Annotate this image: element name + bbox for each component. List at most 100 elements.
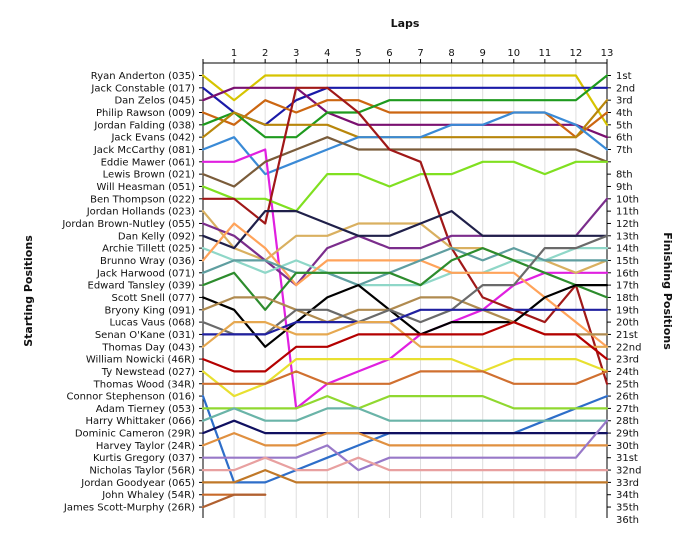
finishing-position-label: 1st [616, 71, 632, 82]
x-tick-label: 9 [480, 48, 486, 59]
finishing-position-label: 33rd [616, 478, 639, 489]
finishing-position-label: 28th [616, 416, 639, 427]
starting-position-label: Will Heasman (051) [97, 182, 196, 193]
series-line-28 [201, 395, 609, 410]
starting-position-label: Ty Newstead (027) [101, 367, 195, 378]
starting-position-label: Thomas Day (043) [101, 342, 195, 353]
starting-position-label: Philip Rawson (009) [96, 108, 195, 119]
finishing-position-label: 23rd [616, 355, 639, 366]
grid-lines [233, 63, 577, 518]
series-line-9 [201, 136, 609, 188]
finishing-position-label: 2nd [616, 83, 635, 94]
starting-position-label: Jordan Hollands (023) [86, 207, 195, 218]
series-line-4 [201, 99, 609, 139]
starting-position-label: Eddie Mawer (061) [101, 157, 195, 168]
x-tick-label: 3 [293, 48, 299, 59]
finishing-position-label: 26th [616, 392, 639, 403]
x-tick-label: 1 [231, 48, 237, 59]
starting-position-label: Archie Tillett (025) [102, 244, 195, 255]
series-line-12 [201, 210, 609, 274]
series-line-5 [201, 74, 609, 139]
finishing-position-label: 4th [616, 108, 633, 119]
starting-position-label: Thomas Wood (34R) [93, 379, 195, 390]
finishing-position-label: 31st [616, 453, 638, 464]
series-line-30 [201, 419, 609, 435]
series-line-10 [201, 160, 609, 213]
series-line-11 [201, 86, 609, 385]
series-line-8 [201, 148, 609, 410]
right-axis-title: Finishing Positions [661, 232, 674, 350]
starting-position-label: Jordan Goodyear (065) [80, 478, 195, 489]
starting-position-label: Ryan Anderton (035) [91, 71, 195, 82]
x-tick-label: 5 [355, 48, 361, 59]
finishing-position-label: 25th [616, 379, 639, 390]
series-line-25 [201, 358, 609, 398]
finishing-position-label: 24th [616, 367, 639, 378]
finishing-position-label: 7th [616, 145, 633, 156]
starting-position-label: Dan Kelly (092) [118, 231, 195, 242]
finishing-position-label: 32nd [616, 466, 641, 477]
finishing-position-label: 21st [616, 330, 638, 341]
finishing-position-label: 36th [616, 515, 639, 526]
series-line-29 [201, 407, 609, 422]
x-tick-label: 10 [507, 48, 520, 59]
x-tick-label: 13 [601, 48, 614, 59]
finishing-position-label: 22nd [616, 342, 641, 353]
x-tick-label: 12 [570, 48, 583, 59]
starting-position-label: Edward Tansley (039) [88, 281, 196, 292]
series-line-19 [201, 284, 609, 348]
finishing-position-label: 6th [616, 133, 633, 144]
starting-position-label: Dominic Cameron (29R) [75, 429, 195, 440]
starting-position-label: James Scott-Murphy (26R) [63, 503, 195, 514]
series-line-3 [201, 86, 609, 139]
starting-position-label: William Nowicki (46R) [86, 355, 195, 366]
finishing-position-label: 16th [616, 268, 639, 279]
starting-position-label: Senan O'Kane (031) [95, 330, 195, 341]
starting-position-label: Lucas Vaus (068) [109, 318, 195, 329]
series-lines [201, 74, 609, 509]
starting-position-label: Dan Zelos (045) [114, 96, 195, 107]
finishing-position-label: 3rd [616, 96, 633, 107]
finishing-position-label: 11th [616, 207, 639, 218]
finishing-position-label: 35th [616, 503, 639, 514]
series-line-26 [201, 370, 609, 385]
series-line-36 [201, 493, 267, 509]
finishing-position-label: 14th [616, 244, 639, 255]
series-line-2 [201, 86, 609, 126]
finishing-position-label: 10th [616, 194, 639, 205]
starting-position-label: Harry Whittaker (066) [85, 416, 195, 427]
starting-position-label: Harvey Taylor (24R) [96, 441, 195, 452]
finishing-position-label: 19th [616, 305, 639, 316]
x-axis-title: Laps [391, 17, 420, 30]
starting-position-label: Adam Tierney (053) [96, 404, 195, 415]
finishing-position-label: 29th [616, 429, 639, 440]
finishing-position-label: 20th [616, 318, 639, 329]
finishing-position-label: 13th [616, 231, 639, 242]
axes [199, 59, 611, 518]
starting-position-label: Jordan Brown-Nutley (055) [61, 219, 195, 230]
finishing-position-label: 34th [616, 490, 639, 501]
finishing-position-label: 18th [616, 293, 639, 304]
starting-position-label: Lewis Brown (021) [103, 170, 195, 181]
series-line-7 [201, 111, 609, 176]
starting-position-label: Jordan Falding (038) [93, 120, 195, 131]
starting-position-label: Jack Constable (017) [90, 83, 195, 94]
x-tick-label: 7 [417, 48, 423, 59]
x-tick-label: 11 [538, 48, 551, 59]
finishing-position-label: 17th [616, 281, 639, 292]
series-line-18 [201, 247, 609, 311]
starting-position-label: Jack McCarthy (081) [93, 145, 195, 156]
x-tick-label: 2 [262, 48, 268, 59]
finishing-position-label: 15th [616, 256, 639, 267]
series-line-17 [201, 247, 609, 287]
starting-position-label: Scott Snell (077) [112, 293, 196, 304]
x-tick-label: 8 [448, 48, 454, 59]
finishing-position-label: 30th [616, 441, 639, 452]
series-line-16 [201, 222, 609, 348]
series-line-32 [201, 419, 609, 472]
series-line-34 [201, 469, 609, 484]
starting-position-label: John Whaley (54R) [101, 490, 195, 501]
